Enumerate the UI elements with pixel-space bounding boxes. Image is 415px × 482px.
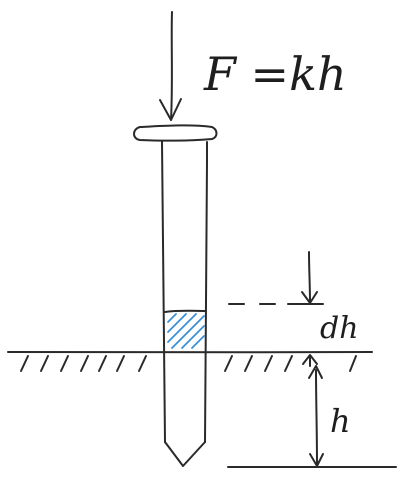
h-label: h (330, 402, 351, 440)
dh-label: dh (320, 311, 359, 346)
dh-arrow (301, 251, 318, 367)
nail-shaft (161, 140, 208, 467)
hatch-lines (167, 313, 205, 349)
ground-surface (7, 350, 373, 372)
increment-slice (164, 309, 207, 349)
force-formula-label: F =kh (203, 47, 347, 101)
ground-hatching (20, 355, 357, 372)
depth-arrow (308, 365, 324, 467)
force-arrow (159, 11, 182, 121)
nail-head (133, 124, 218, 142)
